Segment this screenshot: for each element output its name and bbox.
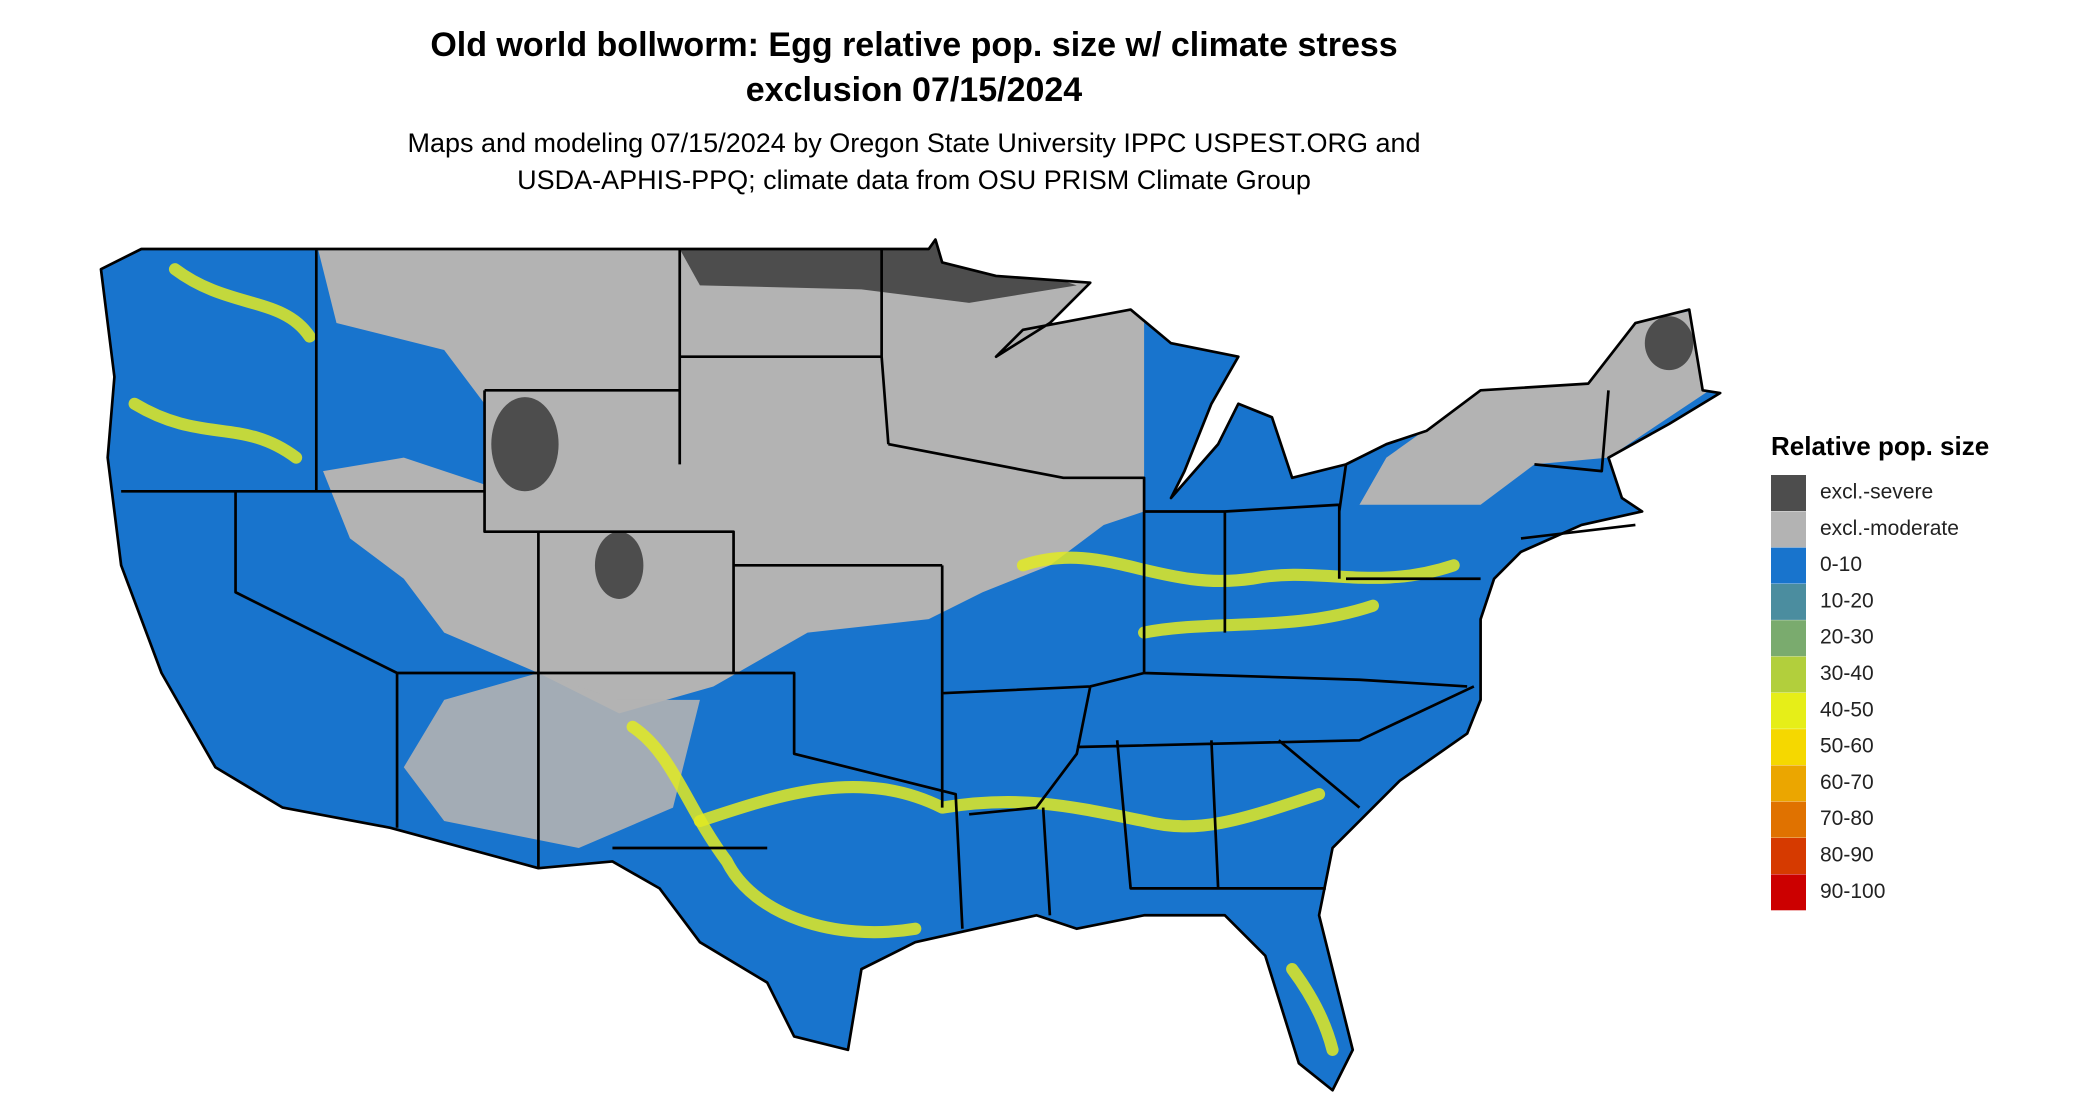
title: Old world bollworm: Egg relative pop. si… — [430, 26, 1397, 64]
legend-swatch — [1771, 511, 1806, 548]
legend-swatch — [1771, 765, 1806, 802]
legend-label: 40-50 — [1820, 698, 1874, 721]
legend-label: excl.-moderate — [1820, 517, 1959, 540]
map-fill — [100, 239, 1721, 1091]
state-borders — [121, 249, 1636, 929]
legend-label: 50-60 — [1820, 735, 1874, 758]
legend-label: excl.-severe — [1820, 481, 1933, 504]
header: Old world bollworm: Egg relative pop. si… — [407, 26, 1420, 195]
legend-label: 0-10 — [1820, 553, 1862, 576]
subtitle: USDA-APHIS-PPQ; climate data from OSU PR… — [517, 165, 1311, 195]
legend-title: Relative pop. size — [1771, 431, 1989, 461]
legend-swatch — [1771, 620, 1806, 657]
legend-label: 10-20 — [1820, 589, 1874, 612]
legend-swatch — [1771, 656, 1806, 693]
legend-swatch — [1771, 692, 1806, 729]
title: exclusion 07/15/2024 — [746, 71, 1083, 109]
legend-label: 80-90 — [1820, 844, 1874, 867]
legend-label: 20-30 — [1820, 626, 1874, 649]
legend-label: 90-100 — [1820, 880, 1885, 903]
legend-label: 30-40 — [1820, 662, 1874, 685]
map — [99, 238, 1722, 1092]
legend: Relative pop. size excl.-severe excl.-mod… — [1771, 431, 1989, 911]
legend-label: 60-70 — [1820, 771, 1874, 794]
legend-swatch — [1771, 475, 1806, 511]
legend-swatch — [1771, 547, 1806, 584]
subtitle: Maps and modeling 07/15/2024 by Oregon S… — [407, 128, 1420, 158]
legend-swatch — [1771, 583, 1806, 620]
legend-swatch — [1771, 729, 1806, 766]
legend-label: 70-80 — [1820, 807, 1874, 830]
legend-swatch — [1771, 838, 1806, 874]
legend-swatch — [1771, 801, 1806, 838]
legend-swatch — [1771, 874, 1806, 911]
